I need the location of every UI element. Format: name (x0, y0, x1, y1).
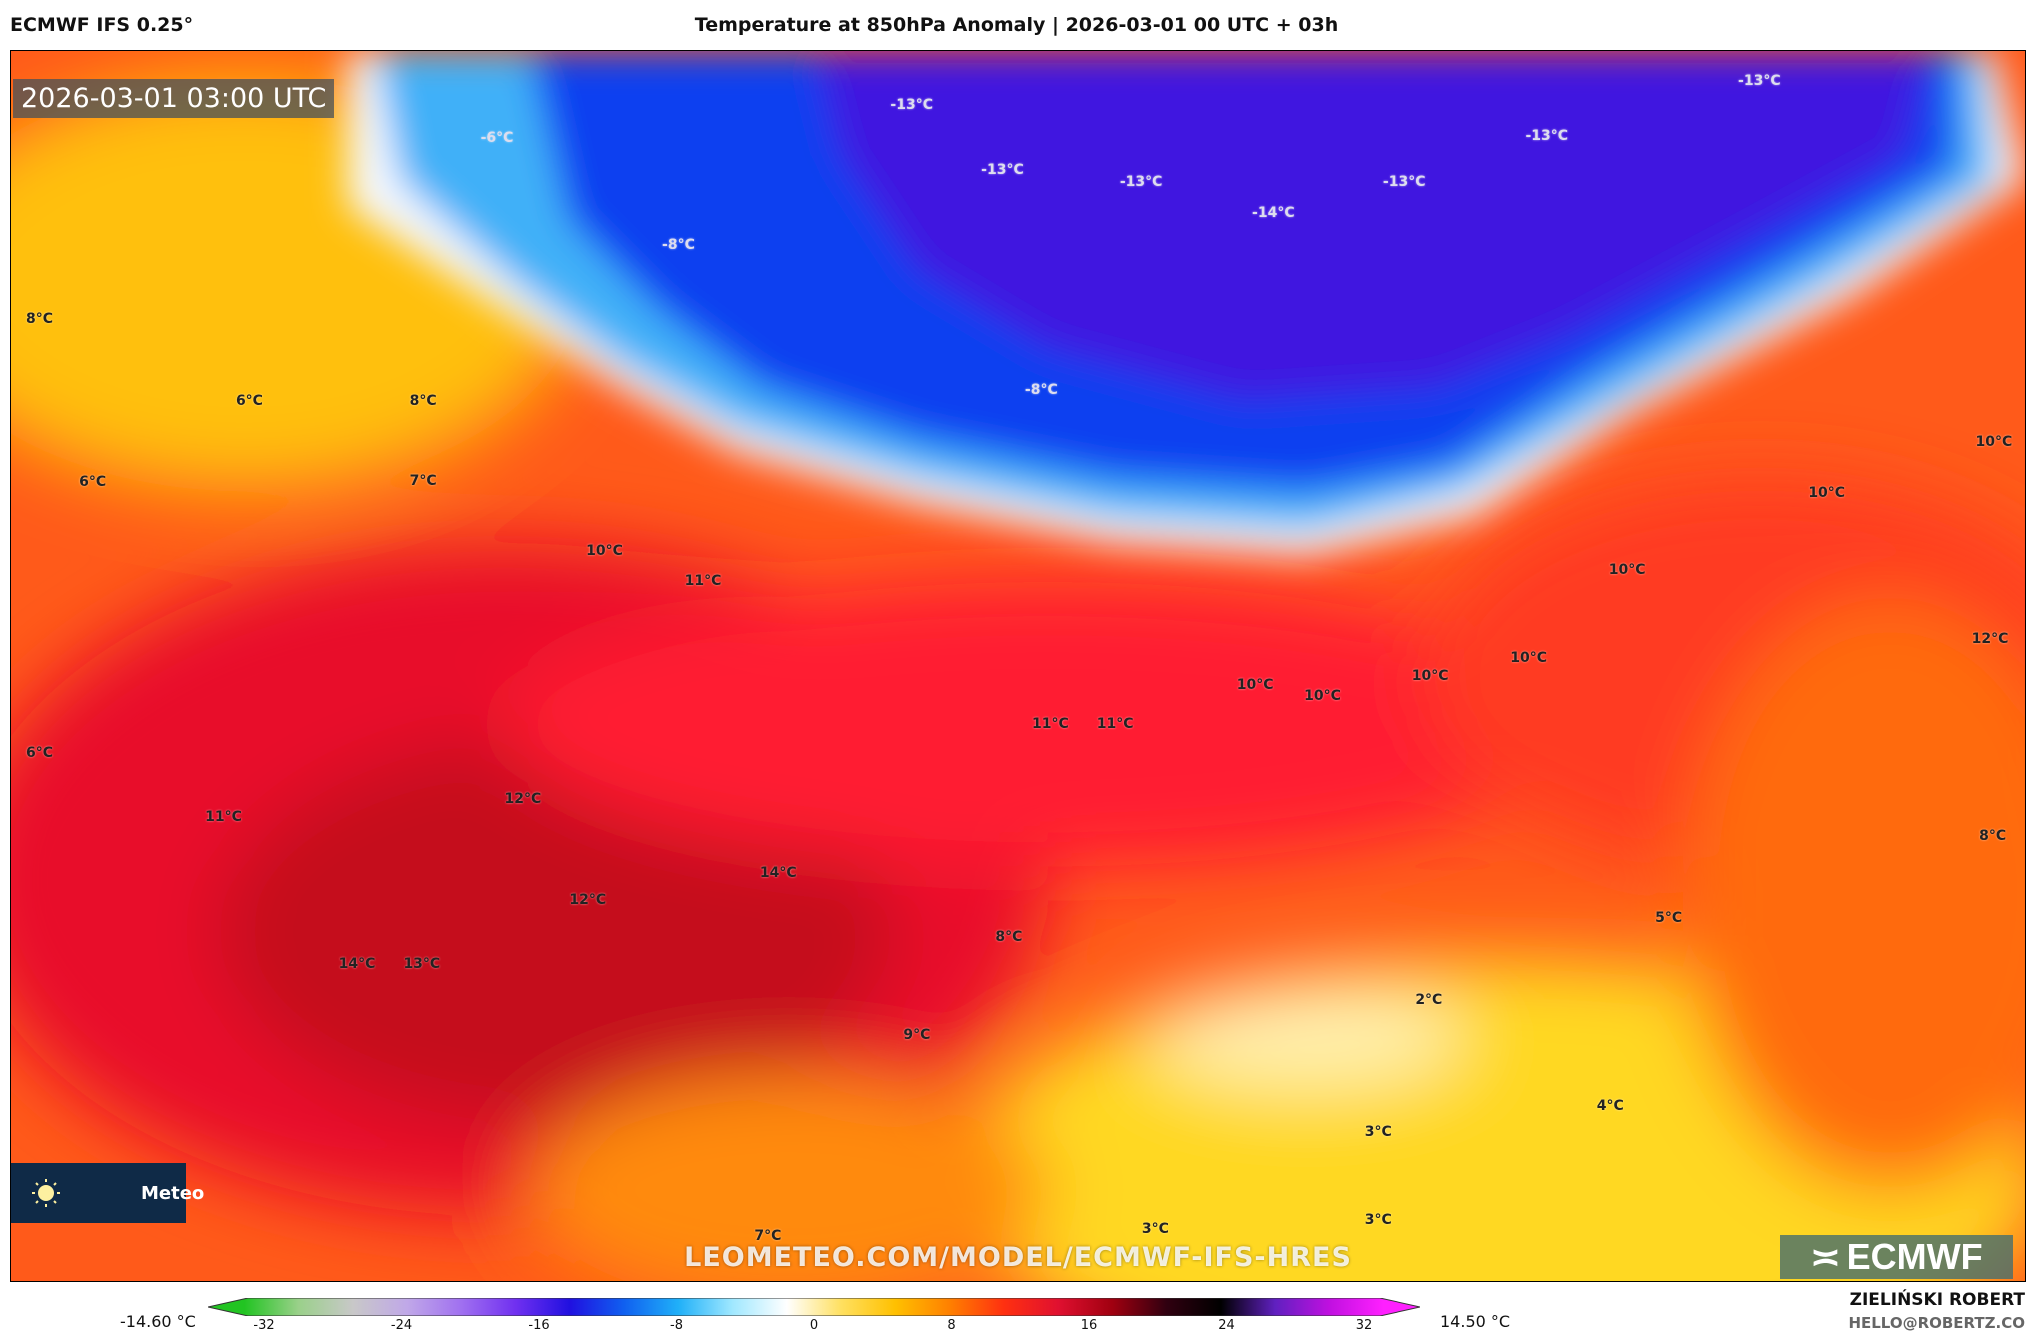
colorbar-tick: 8 (947, 1318, 956, 1333)
colorbar-tick: -16 (528, 1318, 550, 1333)
temperature-label: 4°C (1596, 1098, 1624, 1115)
temperature-label: -13°C (981, 162, 1024, 179)
temperature-label: 7°C (409, 472, 437, 489)
temperature-field (11, 51, 2025, 1281)
colorbar-tick: 0 (809, 1318, 819, 1333)
temperature-label: -13°C (1382, 173, 1426, 190)
temperature-label: -13°C (1738, 72, 1781, 89)
temperature-label: -6°C (480, 129, 514, 146)
colorbar-tick: 32 (1355, 1318, 1373, 1333)
temperature-label: 10°C (1608, 562, 1646, 579)
ecmwf-logo-text: ECMWF (1846, 1236, 1983, 1277)
colorbar (208, 1298, 1420, 1316)
temperature-label: 9°C (903, 1027, 931, 1043)
temperature-label: -13°C (1525, 128, 1569, 145)
temperature-label: 8°C (409, 392, 437, 409)
temperature-label: 11°C (684, 572, 722, 589)
temperature-label: -8°C (1024, 382, 1058, 399)
colorbar-tick: 16 (1080, 1318, 1098, 1333)
model-name: ECMWF IFS 0.25° (10, 14, 194, 36)
ecmwf-logo: ≍ ECMWF (1780, 1235, 2013, 1279)
temperature-label: -13°C (1119, 173, 1163, 190)
temperature-label: 13°C (403, 955, 441, 972)
atlantic-orange-region (1682, 594, 2025, 1191)
central-red-region (503, 581, 1593, 867)
temperature-label: 10°C (586, 542, 623, 559)
temperature-label: 10°C (1236, 677, 1274, 694)
temperature-label: 10°C (1411, 668, 1449, 685)
temperature-label: 3°C (1364, 1124, 1392, 1141)
temperature-label: 10°C (1808, 484, 1846, 501)
temperature-label: 11°C (1096, 716, 1134, 733)
temperature-label: 14°C (338, 955, 376, 972)
temperature-label: 12°C (569, 892, 607, 909)
temperature-label: 11°C (1032, 716, 1069, 733)
colorbar-bar (208, 1298, 1420, 1316)
temperature-label: 8°C (995, 928, 1023, 945)
gulf-pale-region (1151, 983, 1463, 1087)
temperature-label: 10°C (1975, 434, 2013, 450)
colorbar-max-label: 14.50 °C (1440, 1312, 1511, 1331)
watermark: LEOMETEO.COM/MODEL/ECMWF-IFS-HRES (684, 1242, 1352, 1273)
temperature-label: 10°C (1304, 687, 1341, 704)
author-email: HELLO@ROBERTZ.CO (1848, 1314, 2025, 1332)
temperature-anomaly-map: 2026-03-01 03:00 UTC -6°C -13°C -13°C -13°C… (10, 50, 2026, 1282)
temperature-label: 8°C (25, 311, 54, 327)
temperature-label: 6°C (25, 744, 54, 761)
chart-title: Temperature at 850hPa Anomaly | 2026-03-… (694, 14, 1339, 36)
colorbar-tick: 24 (1218, 1318, 1235, 1333)
temperature-label: 2°C (1415, 992, 1443, 1009)
ecmwf-logo-icon: ≍ (1810, 1236, 1841, 1277)
temperature-label: 10°C (1510, 650, 1548, 667)
sun-icon (31, 1178, 61, 1208)
temperature-label: 3°C (1364, 1212, 1392, 1229)
valid-time-label: 2026-03-01 03:00 UTC (13, 79, 335, 118)
colorbar-tick: -32 (253, 1318, 275, 1333)
colorbar-min-label: -14.60 °C (120, 1312, 196, 1331)
cold-core-purple (814, 51, 1930, 401)
temperature-label: 11°C (205, 809, 242, 826)
temperature-label: 6°C (79, 474, 107, 491)
temperature-label: 3°C (1141, 1221, 1169, 1238)
temperature-label: 7°C (754, 1227, 782, 1244)
temperature-label: 12°C (504, 791, 542, 808)
temperature-label: 5°C (1655, 910, 1683, 927)
author-name: ZIELIŃSKI ROBERT (1849, 1290, 2025, 1310)
meteo-logo-text: Meteo (141, 1182, 205, 1204)
temperature-label: 6°C (235, 392, 263, 409)
colorbar-tick: -8 (670, 1318, 683, 1333)
temperature-label: 8°C (1979, 827, 2007, 844)
temperature-label: 14°C (759, 865, 797, 882)
temperature-label: -8°C (662, 237, 695, 254)
south-orange-region (529, 1073, 1048, 1281)
temperature-label: 12°C (1971, 630, 2009, 647)
colorbar-tick: -24 (390, 1318, 413, 1333)
temperature-label: -14°C (1252, 204, 1295, 221)
temperature-label: -13°C (890, 97, 934, 114)
meteo-logo: Meteo (11, 1163, 204, 1223)
